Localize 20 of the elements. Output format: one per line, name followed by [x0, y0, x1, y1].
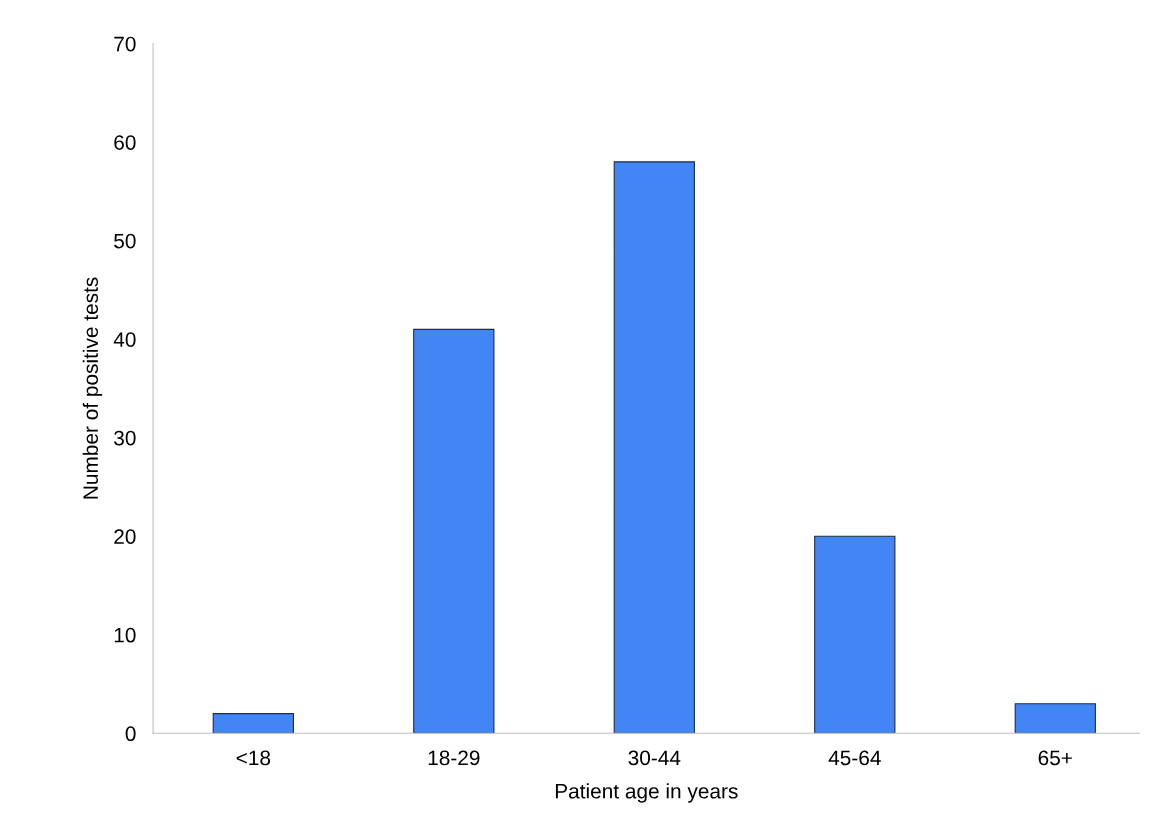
y-tick-label: 50 — [114, 233, 136, 249]
y-tick-label: 70 — [114, 36, 136, 52]
y-tick-label: 30 — [114, 430, 136, 446]
y-tick-label: 40 — [113, 332, 136, 347]
y-axis-title: Number of positive tests — [82, 277, 103, 499]
y-tick-label: 60 — [114, 135, 136, 150]
bar — [212, 713, 294, 734]
x-tick-label: 65+ — [1038, 750, 1072, 766]
x-tick-label: 30-44 — [628, 750, 681, 766]
bar — [814, 535, 896, 734]
x-tick-label: 45-64 — [828, 750, 881, 766]
x-tick-label: 18-29 — [428, 750, 480, 766]
bar — [413, 328, 495, 734]
x-tick-label: <18 — [236, 750, 271, 766]
y-tick-label: 0 — [125, 726, 136, 742]
bar — [613, 161, 695, 734]
x-axis-title: Patient age in years — [555, 783, 738, 803]
y-tick-label: 20 — [114, 529, 136, 544]
y-tick-label: 10 — [114, 627, 136, 643]
bar — [1014, 703, 1096, 734]
